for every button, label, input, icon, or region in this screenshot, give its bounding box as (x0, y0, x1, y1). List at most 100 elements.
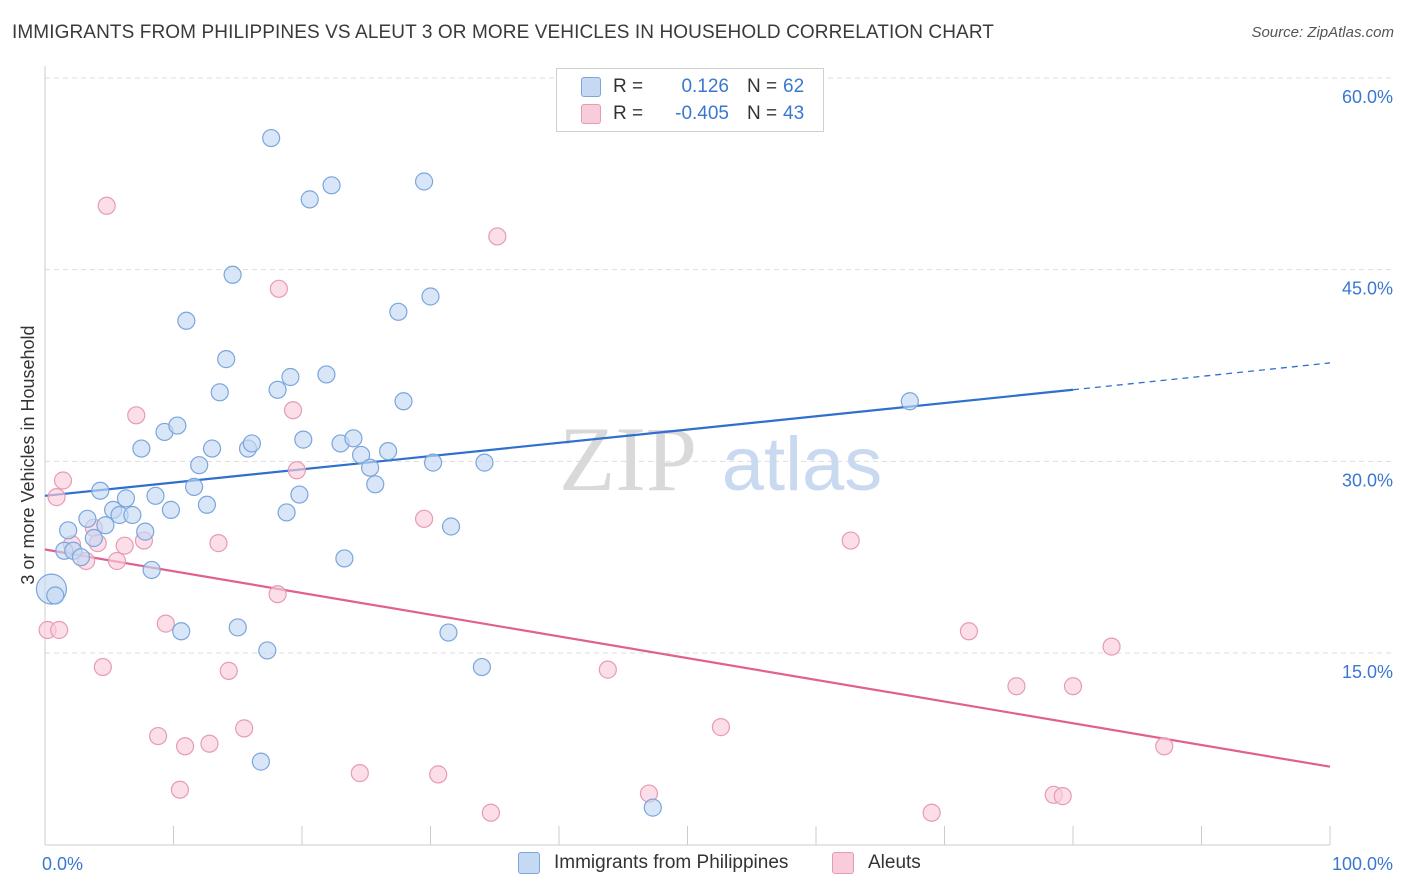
legend-row-aleuts: R = -0.405 N = 43 (581, 102, 813, 126)
point-aleuts (922, 803, 941, 822)
point-philippines (168, 416, 187, 435)
point-aleuts (268, 585, 287, 604)
trend-line-philippines (44, 388, 1074, 497)
point-aleuts (350, 764, 369, 783)
point-philippines (161, 500, 181, 519)
point-philippines (59, 521, 78, 540)
point-aleuts (429, 765, 448, 784)
point-philippines (202, 439, 222, 458)
point-philippines (262, 128, 281, 148)
y-axis-label: 3 or more Vehicles in Household (18, 325, 38, 584)
point-aleuts (209, 534, 228, 553)
point-philippines (423, 453, 443, 472)
point-philippines (223, 265, 242, 284)
point-aleuts (1063, 677, 1083, 696)
point-aleuts (287, 461, 306, 480)
point-aleuts (488, 227, 507, 246)
x-tick-label: 0.0% (42, 854, 83, 874)
point-philippines (281, 367, 300, 387)
point-aleuts (959, 622, 979, 641)
trend-line-philippines-extension (1072, 362, 1331, 391)
point-philippines (421, 287, 440, 306)
legend-item-aleuts[interactable]: Aleuts (832, 852, 921, 874)
point-philippines (146, 486, 165, 505)
point-aleuts (219, 661, 238, 680)
point-aleuts (283, 401, 303, 420)
point-philippines (210, 383, 229, 402)
point-philippines (258, 641, 277, 660)
point-philippines (116, 489, 136, 508)
chart-title: IMMIGRANTS FROM PHILIPPINES VS ALEUT 3 O… (12, 22, 994, 43)
trend-line-aleuts (44, 548, 1331, 768)
point-philippines (352, 445, 371, 465)
legend-row-philippines: R = 0.126 N = 62 (581, 75, 813, 99)
legend-swatch-blue (581, 77, 601, 97)
legend-swatch-blue (518, 852, 540, 874)
point-philippines (251, 752, 270, 771)
point-philippines (228, 618, 247, 637)
legend-r-label: R = (613, 76, 644, 97)
point-philippines (394, 392, 413, 411)
legend-n-label: N = (747, 76, 778, 97)
point-philippines (91, 481, 110, 500)
point-philippines (197, 495, 217, 514)
point-philippines (475, 453, 494, 472)
point-philippines (317, 365, 336, 384)
point-aleuts (481, 803, 500, 822)
point-aleuts (269, 279, 288, 298)
point-philippines (335, 549, 354, 568)
legend-r-label: R = (613, 103, 644, 124)
point-aleuts (598, 660, 617, 679)
point-aleuts (148, 726, 168, 746)
legend-item-philippines[interactable]: Immigrants from Philippines (518, 852, 788, 874)
point-aleuts (1053, 787, 1072, 806)
point-philippines (322, 176, 341, 195)
point-philippines (268, 380, 287, 399)
point-aleuts (107, 551, 127, 571)
point-aleuts (53, 471, 73, 490)
y-tick-label: 15.0% (1342, 662, 1393, 682)
legend-n-label: N = (747, 103, 778, 124)
point-aleuts (93, 657, 112, 677)
point-philippines (46, 586, 65, 605)
point-philippines (389, 302, 408, 321)
point-aleuts (50, 620, 69, 640)
point-philippines (184, 477, 204, 496)
point-aleuts (841, 531, 860, 550)
legend-swatch-pink (581, 104, 601, 124)
point-aleuts (1155, 737, 1174, 756)
x-tick-label: 100.0% (1332, 854, 1393, 874)
legend-label-philippines: Immigrants from Philippines (554, 852, 789, 873)
legend-r-value: -0.405 (675, 103, 729, 124)
grid-lines (45, 77, 1392, 654)
y-tick-label: 45.0% (1342, 279, 1393, 299)
point-aleuts (97, 196, 116, 215)
point-philippines (78, 509, 97, 528)
series-legend: Immigrants from Philippines Aleuts (0, 852, 1406, 878)
point-philippines (366, 475, 385, 494)
axes (44, 66, 1331, 846)
legend-swatch-pink (832, 852, 854, 874)
point-philippines (96, 516, 115, 535)
point-philippines (441, 517, 461, 536)
point-philippines (378, 442, 398, 461)
point-philippines (439, 623, 458, 642)
point-philippines (290, 485, 309, 504)
point-philippines (71, 548, 91, 567)
point-philippines (142, 560, 161, 580)
point-aleuts (711, 718, 731, 737)
point-philippines (294, 430, 313, 449)
point-philippines (344, 429, 363, 448)
point-philippines (414, 172, 434, 191)
data-points (35, 128, 1174, 822)
point-philippines (136, 522, 155, 541)
point-philippines (84, 528, 103, 548)
y-tick-label: 30.0% (1342, 470, 1393, 490)
point-aleuts (1007, 677, 1026, 696)
point-aleuts (200, 734, 219, 753)
point-aleuts (175, 737, 195, 756)
watermark-zip: ZIP (559, 408, 697, 510)
watermark: ZIP atlas (559, 408, 882, 510)
y-tick-label: 60.0% (1342, 87, 1393, 107)
